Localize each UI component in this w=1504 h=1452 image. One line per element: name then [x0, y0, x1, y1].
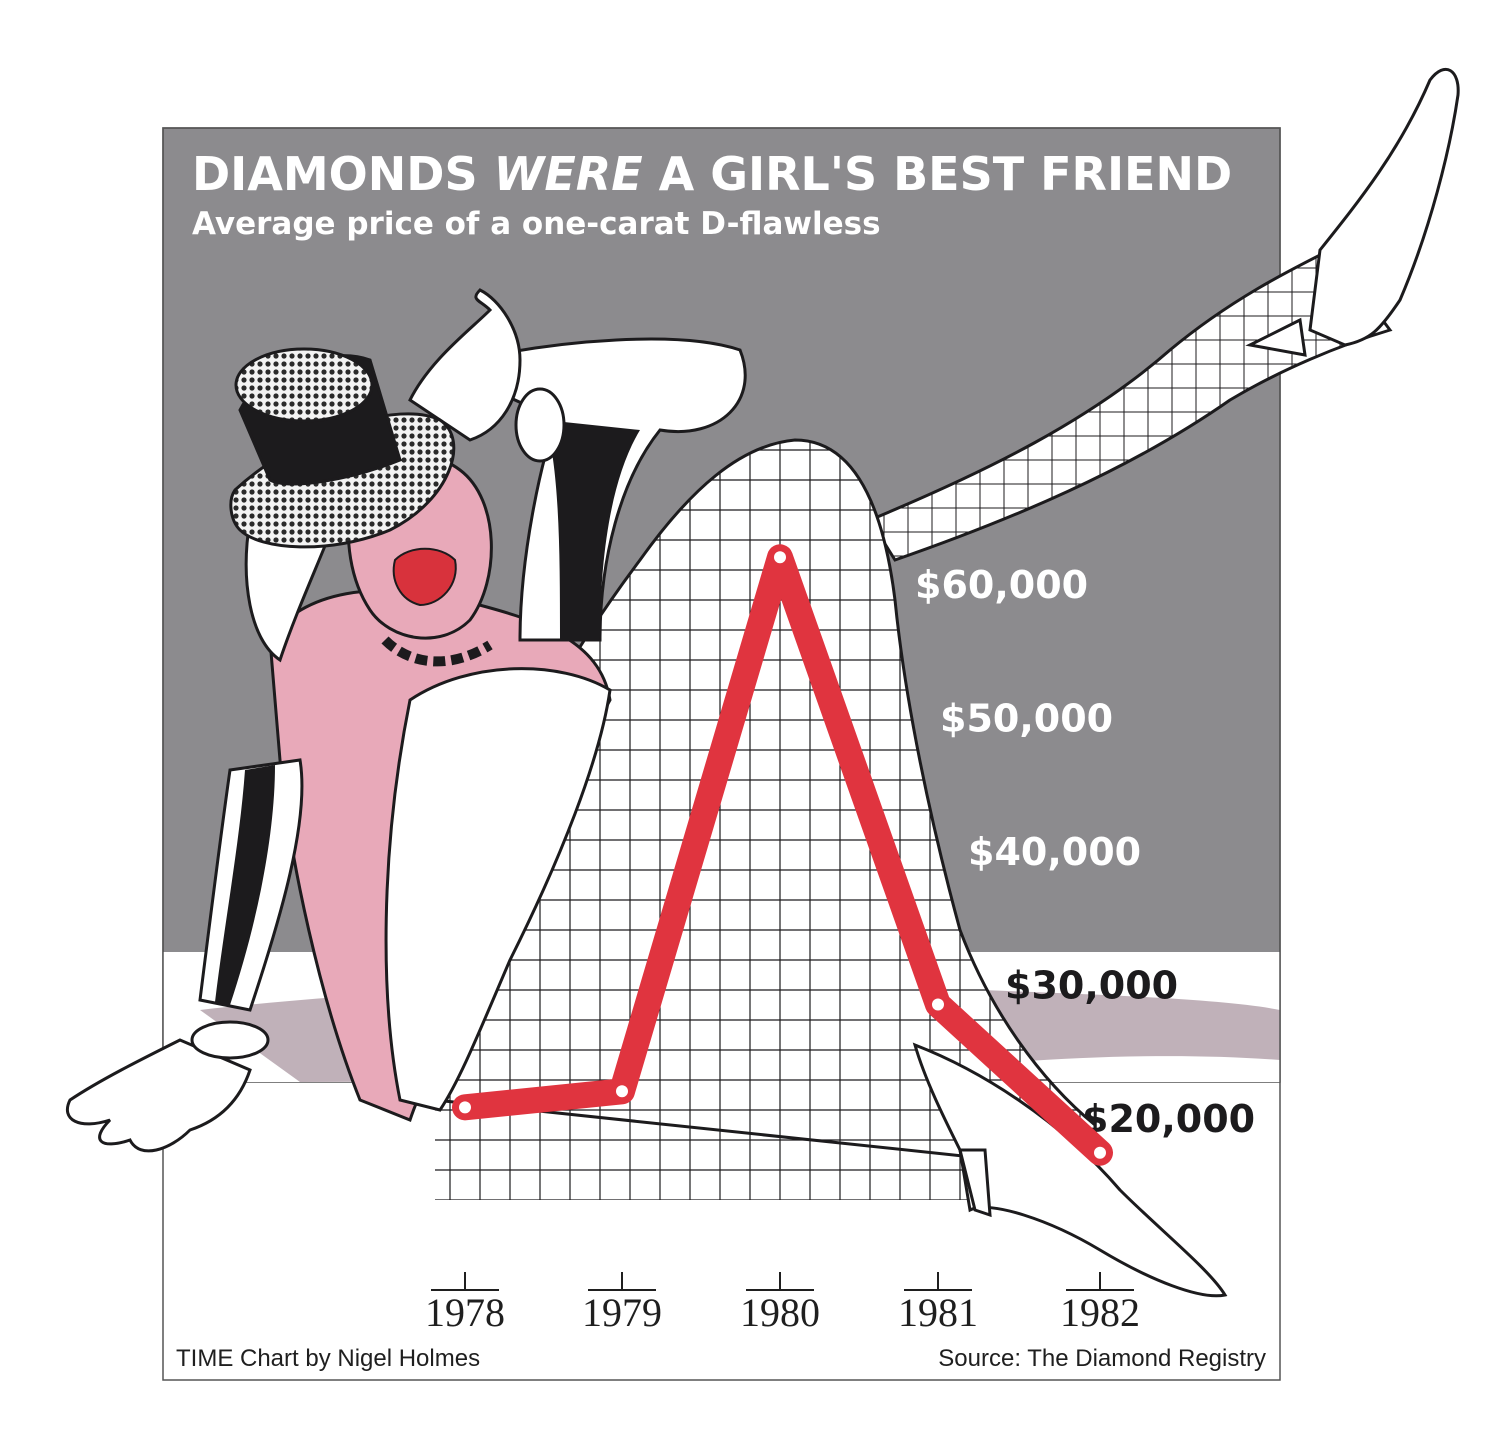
x-tick-label-1982: 1982	[1060, 1290, 1140, 1335]
frame-border	[162, 127, 1281, 1381]
chart-subtitle: Average price of a one-carat D-flawless	[192, 206, 881, 242]
data-point-1982	[1094, 1146, 1106, 1159]
raised-leg	[867, 248, 1393, 562]
lips	[392, 547, 457, 607]
showgirl-illustration	[66, 67, 1460, 1298]
raised-shoe	[1308, 67, 1460, 347]
chart-source: Source: The Diamond Registry	[938, 1345, 1266, 1372]
x-tick-label-1978: 1978	[425, 1290, 505, 1335]
x-axis: 1978 1979 1980 1981 1982	[425, 1272, 1140, 1335]
left-arm-stripe	[215, 765, 275, 1005]
title-part-1: DIAMONDS	[192, 147, 494, 201]
title-part-2: WERE	[494, 147, 643, 201]
chart-title: DIAMONDS WERE A GIRL'S BEST FRIEND	[192, 147, 1232, 201]
chart-credit: TIME Chart by Nigel Holmes	[176, 1345, 480, 1372]
x-tick-label-1980: 1980	[740, 1290, 820, 1335]
y-axis: $20,000 $30,000 $40,000 $50,000 $60,000	[915, 563, 1255, 1141]
right-bracelet	[514, 387, 566, 463]
necklace	[381, 636, 493, 667]
data-point-1981	[932, 998, 944, 1011]
top-hat-top	[234, 347, 374, 423]
lower-shoe-heel	[958, 1148, 992, 1218]
right-arm-stripe	[545, 420, 640, 640]
right-hand	[408, 288, 522, 442]
data-points	[459, 551, 1106, 1159]
x-tick-label-1981: 1981	[898, 1290, 978, 1335]
left-bracelet	[190, 1020, 270, 1060]
raised-shoe-heel	[1245, 317, 1307, 357]
y-tick-label-30000: $30,000	[1005, 964, 1178, 1008]
y-tick-label-20000: $20,000	[1082, 1097, 1255, 1141]
data-point-1978	[459, 1101, 471, 1114]
corset	[384, 667, 612, 1112]
x-tick-label-1979: 1979	[582, 1290, 662, 1335]
chart-layer: 1978 1979 1980 1981 1982 $20,000 $30,000 $40,0…	[425, 544, 1255, 1335]
title-part-3: A GIRL'S BEST FRIEND	[643, 147, 1233, 201]
y-tick-label-40000: $40,000	[968, 830, 1141, 874]
y-tick-label-60000: $60,000	[915, 563, 1088, 607]
data-point-1979	[616, 1085, 628, 1098]
left-hand	[66, 1038, 252, 1153]
data-point-1980	[774, 551, 786, 564]
y-tick-label-50000: $50,000	[940, 697, 1113, 741]
